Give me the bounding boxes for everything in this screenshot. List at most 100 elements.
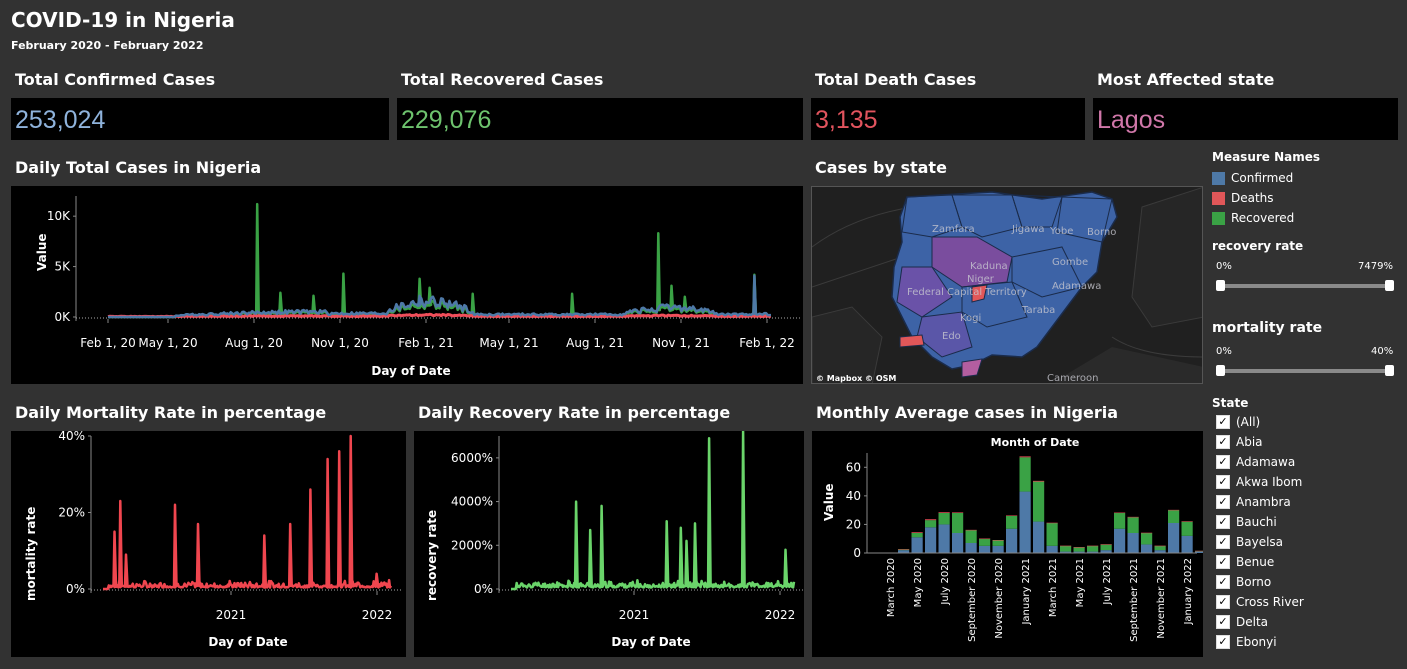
monthly-bar-confirmed[interactable] (965, 543, 977, 553)
map-svg[interactable]: Zamfara Jigawa Yobe Borno Kaduna Niger G… (812, 187, 1203, 384)
legend-item-deaths[interactable]: Deaths (1212, 188, 1402, 208)
checkbox-icon[interactable]: ✓ (1216, 595, 1230, 609)
monthly-bar-deaths[interactable] (1195, 550, 1207, 552)
monthly-bar-recovered[interactable] (1046, 523, 1058, 546)
monthly-bar-recovered[interactable] (938, 513, 950, 525)
daily-series-confirmed[interactable] (108, 274, 771, 319)
monthly-bar-confirmed[interactable] (992, 545, 1004, 553)
daily-total-panel[interactable]: Value Day of Date 0K 5K 10K Feb 1, 20 May 1,… (11, 186, 803, 384)
monthly-bar-confirmed[interactable] (1114, 528, 1126, 553)
monthly-bar-confirmed[interactable] (911, 537, 923, 553)
checkbox-icon[interactable]: ✓ (1216, 495, 1230, 509)
monthly-bar-recovered[interactable] (979, 538, 991, 546)
monthly-bar-recovered[interactable] (1100, 544, 1112, 551)
legend-item-confirmed[interactable]: Confirmed (1212, 168, 1402, 188)
monthly-bar-confirmed[interactable] (979, 545, 991, 553)
monthly-bar-recovered[interactable] (1181, 521, 1193, 536)
mortality-slider[interactable] (1216, 365, 1394, 376)
checkbox-icon[interactable]: ✓ (1216, 435, 1230, 449)
daily-series-recovered[interactable] (108, 202, 772, 319)
monthly-bar-deaths[interactable] (1100, 544, 1112, 545)
monthly-bar-recovered[interactable] (1141, 533, 1153, 545)
state-filter-item[interactable]: ✓ Adamawa (1216, 452, 1396, 472)
monthly-bar-confirmed[interactable] (898, 550, 910, 553)
monthly-bar-deaths[interactable] (979, 538, 991, 540)
checkbox-icon[interactable]: ✓ (1216, 615, 1230, 629)
checkbox-icon[interactable]: ✓ (1216, 415, 1230, 429)
state-filter-item[interactable]: ✓ (All) (1216, 412, 1396, 432)
mortality-chart[interactable]: mortality rate Day of Date 0% 20% 40% 2021 2… (11, 429, 406, 657)
map-attribution[interactable]: © Mapbox © OSM (816, 374, 896, 383)
monthly-bar-deaths[interactable] (1060, 545, 1072, 547)
monthly-bar-recovered[interactable] (1060, 545, 1072, 552)
checkbox-icon[interactable]: ✓ (1216, 535, 1230, 549)
checkbox-icon[interactable]: ✓ (1216, 515, 1230, 529)
monthly-bar-deaths[interactable] (992, 540, 1004, 541)
monthly-bar-deaths[interactable] (898, 549, 910, 550)
state-filter-item[interactable]: ✓ Delta (1216, 612, 1396, 632)
monthly-bar-deaths[interactable] (1019, 456, 1031, 458)
state-filter-item[interactable]: ✓ Bayelsa (1216, 532, 1396, 552)
mortality-panel[interactable]: mortality rate Day of Date 0% 20% 40% 2021 2… (11, 429, 406, 657)
monthly-bar-recovered[interactable] (952, 513, 964, 533)
monthly-bar-deaths[interactable] (1154, 545, 1166, 547)
monthly-bar-recovered[interactable] (925, 520, 937, 528)
monthly-bar-recovered[interactable] (1019, 457, 1031, 492)
monthly-panel[interactable]: Month of Date Value 0 20 40 60 March 2020 May… (812, 431, 1207, 657)
state-filter-item[interactable]: ✓ Borno (1216, 572, 1396, 592)
state-filter-item[interactable]: ✓ Cross River (1216, 592, 1396, 612)
monthly-bar-deaths[interactable] (1114, 512, 1126, 514)
monthly-bar-deaths[interactable] (1033, 480, 1045, 482)
monthly-bar-confirmed[interactable] (1154, 550, 1166, 553)
monthly-bar-confirmed[interactable] (1033, 521, 1045, 553)
rec-svg-line[interactable] (510, 430, 796, 591)
recovery-slider-max-handle[interactable] (1385, 280, 1394, 291)
monthly-bar-recovered[interactable] (911, 533, 923, 538)
state-filter-item[interactable]: ✓ Ebonyi (1216, 632, 1396, 652)
monthly-bar-confirmed[interactable] (1168, 523, 1180, 553)
monthly-bar-confirmed[interactable] (1087, 551, 1099, 553)
recovery-chart[interactable]: recovery rate Day of Date 0% 2000% 4000% 60… (414, 430, 804, 657)
monthly-bar-confirmed[interactable] (925, 527, 937, 553)
monthly-bar-confirmed[interactable] (952, 533, 964, 553)
monthly-bar-recovered[interactable] (965, 530, 977, 543)
monthly-bar-deaths[interactable] (1141, 532, 1153, 534)
state-map[interactable]: Zamfara Jigawa Yobe Borno Kaduna Niger G… (811, 186, 1203, 384)
monthly-bar-confirmed[interactable] (1019, 491, 1031, 553)
checkbox-icon[interactable]: ✓ (1216, 455, 1230, 469)
monthly-bar-deaths[interactable] (1181, 521, 1193, 522)
state-filter-item[interactable]: ✓ Benue (1216, 552, 1396, 572)
mort-svg-line[interactable] (102, 434, 393, 591)
checkbox-icon[interactable]: ✓ (1216, 555, 1230, 569)
state-filter-list[interactable]: ✓ (All) ✓ Abia ✓ Adamawa ✓ Akwa Ibom ✓ Anambra ✓ Ba… (1216, 412, 1396, 656)
monthly-bar-confirmed[interactable] (1181, 535, 1193, 553)
recovery-slider[interactable] (1216, 280, 1394, 291)
monthly-bar-confirmed[interactable] (938, 524, 950, 553)
monthly-bar-deaths[interactable] (1168, 509, 1180, 511)
legend-item-recovered[interactable]: Recovered (1212, 208, 1402, 228)
monthly-bar-confirmed[interactable] (1060, 551, 1072, 553)
monthly-bar-deaths[interactable] (1006, 515, 1018, 516)
monthly-bar-deaths[interactable] (1087, 545, 1099, 547)
monthly-bar-deaths[interactable] (938, 512, 950, 513)
monthly-bar-confirmed[interactable] (1073, 551, 1085, 553)
monthly-bar-recovered[interactable] (1073, 547, 1085, 552)
monthly-bar-confirmed[interactable] (1141, 544, 1153, 553)
checkbox-icon[interactable]: ✓ (1216, 475, 1230, 489)
monthly-bar-confirmed[interactable] (1100, 550, 1112, 553)
state-filter-item[interactable]: ✓ Bauchi (1216, 512, 1396, 532)
monthly-bar-confirmed[interactable] (1195, 551, 1207, 553)
monthly-bar-confirmed[interactable] (1046, 545, 1058, 553)
monthly-bar-recovered[interactable] (1154, 545, 1166, 551)
state-filter-item[interactable]: ✓ Anambra (1216, 492, 1396, 512)
monthly-bar-recovered[interactable] (1033, 481, 1045, 522)
mortality-slider-max-handle[interactable] (1385, 365, 1394, 376)
monthly-bar-deaths[interactable] (1046, 522, 1058, 524)
monthly-bar-recovered[interactable] (898, 549, 910, 551)
monthly-bar-deaths[interactable] (1073, 547, 1085, 548)
state-filter-item[interactable]: ✓ Abia (1216, 432, 1396, 452)
monthly-bar-deaths[interactable] (952, 512, 964, 513)
checkbox-icon[interactable]: ✓ (1216, 575, 1230, 589)
monthly-bar-recovered[interactable] (992, 540, 1004, 546)
